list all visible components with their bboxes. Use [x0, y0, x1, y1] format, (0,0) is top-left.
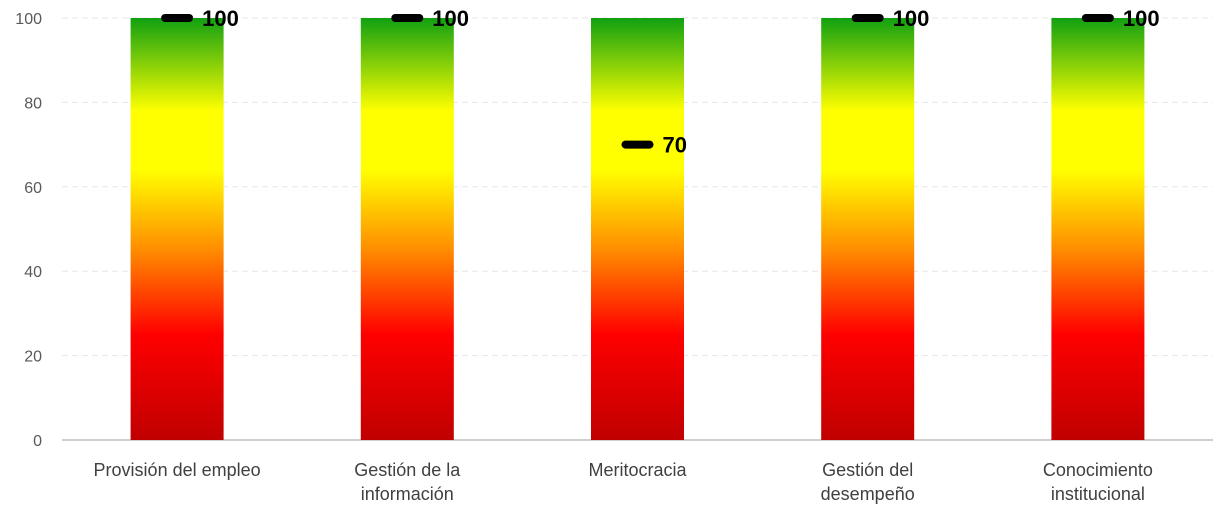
- x-tick-label: Meritocracia: [588, 460, 687, 480]
- bar: [1051, 18, 1145, 440]
- y-tick-label: 60: [24, 180, 42, 197]
- bars: [130, 18, 1145, 440]
- data-label: 100: [1123, 6, 1160, 31]
- labels: 100 Provisión del empleo 100 Gestión de la i…: [94, 6, 1160, 504]
- x-tick-label: información: [361, 484, 454, 504]
- data-label: 100: [202, 6, 239, 31]
- data-label: 100: [432, 6, 469, 31]
- bar: [591, 18, 684, 440]
- data-label: 100: [893, 6, 930, 31]
- x-tick-label: Provisión del empleo: [94, 460, 261, 480]
- bar: [821, 18, 915, 440]
- x-tick-label: institucional: [1051, 484, 1145, 504]
- x-tick-label: Gestión del: [822, 460, 913, 480]
- x-tick-label: Gestión de la: [354, 460, 461, 480]
- x-tick-label: Conocimiento: [1043, 460, 1153, 480]
- y-tick-label: 100: [15, 11, 42, 28]
- y-tick-label: 80: [24, 95, 42, 112]
- bar: [360, 18, 454, 440]
- y-tick-label: 0: [33, 433, 42, 450]
- bar: [130, 18, 224, 440]
- y-tick-label: 40: [24, 264, 42, 281]
- data-label: 70: [663, 133, 687, 158]
- y-tick-label: 20: [24, 349, 42, 366]
- markers: [161, 14, 1114, 149]
- x-tick-label: desempeño: [821, 484, 915, 504]
